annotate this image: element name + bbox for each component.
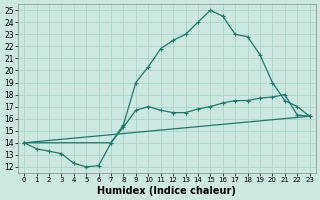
X-axis label: Humidex (Indice chaleur): Humidex (Indice chaleur) xyxy=(98,186,236,196)
